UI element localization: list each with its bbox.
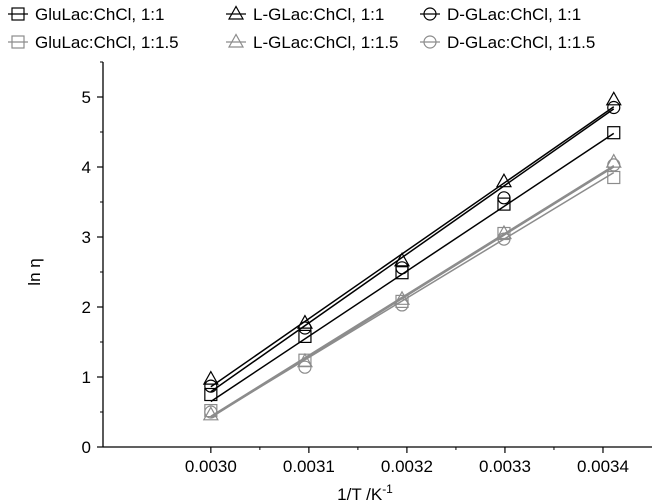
legend: GluLac:ChCl, 1:1 L-GLac:ChCl, 1:1 D-GLac:C… [8,5,595,52]
y-axis-title: ln η [25,258,44,285]
fit-line [210,132,615,403]
fit-lines [210,106,615,419]
legend-label: L-GLac:ChCl, 1:1.5 [253,33,399,52]
legend-marker [423,7,437,21]
y-tick-label: 0 [82,438,91,457]
x-tick-label: 0.0030 [185,457,237,476]
legend-label: GluLac:ChCl, 1:1.5 [35,33,179,52]
data-point [497,191,511,205]
x-ticks: 0.0030 0.0031 0.0032 0.0033 0.0034 [185,447,629,476]
data-point [395,266,409,280]
legend-marker [11,35,25,49]
data-point [607,158,621,172]
data-point [393,252,411,267]
data-point [607,170,621,185]
fit-line [210,166,615,419]
data-point [395,298,409,312]
x-tick-label: 0.0034 [577,457,629,476]
legend-label: L-GLac:ChCl, 1:1 [253,5,384,24]
y-tick-label: 2 [82,298,91,317]
data-point [296,314,313,329]
y-tick-label: 4 [82,158,91,177]
legend-marker [227,5,245,20]
data-point [607,100,621,115]
fit-line [210,164,615,417]
y-tick-label: 1 [82,368,91,387]
data-point [497,226,511,241]
data-point [298,329,312,343]
data-point [605,91,622,106]
x-tick-label: 0.0032 [381,457,433,476]
y-tick-label: 3 [82,228,91,247]
data-point [607,126,621,140]
y-tick-label: 5 [82,88,91,107]
data-points [202,91,622,421]
x-tick-label: 0.0031 [283,457,335,476]
x-axis-title: 1/T /K-1 [337,482,393,504]
data-point [393,290,411,305]
data-point [495,224,512,240]
data-point [495,172,512,188]
data-point [497,232,511,246]
data-point [497,197,511,211]
data-point [202,370,219,385]
fit-line [210,108,615,393]
legend-label: D-GLac:ChCl, 1:1 [447,5,581,24]
data-point [298,360,312,374]
data-point [202,406,219,421]
legend-marker [423,35,437,49]
data-point [395,261,409,275]
y-ticks: 0 1 2 3 4 5 [82,61,103,457]
data-point [204,379,218,393]
legend-label: D-GLac:ChCl, 1:1.5 [447,33,595,52]
data-point [296,352,313,368]
data-point [605,153,622,168]
x-tick-label: 0.0033 [479,457,531,476]
data-point [298,321,312,335]
legend-label: GluLac:ChCl, 1:1 [35,5,164,24]
legend-marker [227,33,245,48]
x-axis-title-superscript: -1 [382,482,393,496]
data-point [204,405,218,419]
fit-line [210,106,615,388]
legend-marker [11,7,25,21]
axes: 0.0030 0.0031 0.0032 0.0033 0.0034 0 1 2 3 4 5 [82,61,652,476]
x-axis-title-main: 1/T /K [337,485,383,504]
data-point [204,387,218,402]
